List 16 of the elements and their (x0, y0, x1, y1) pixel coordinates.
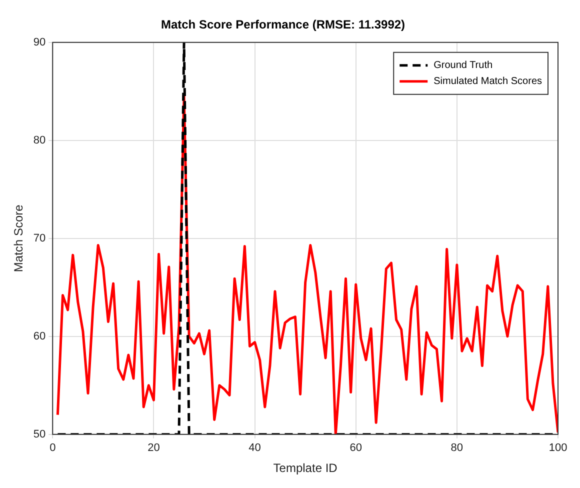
y-tick-label: 70 (33, 232, 46, 244)
x-axis-title: Template ID (273, 461, 338, 476)
y-tick-label: 90 (33, 36, 46, 48)
x-tick-label: 100 (548, 442, 568, 454)
y-tick-label: 80 (33, 134, 46, 146)
x-tick-label: 0 (50, 442, 56, 454)
chart-title: Match Score Performance (RMSE: 11.3992) (160, 18, 406, 32)
x-tick-label: 20 (148, 442, 160, 454)
y-tick-label: 60 (33, 330, 46, 342)
x-tick-label: 40 (248, 442, 261, 454)
x-tick-label: 60 (350, 442, 362, 454)
y-tick-label: 50 (33, 428, 46, 440)
legend-label: Ground Truth (434, 60, 493, 72)
y-axis-title: Match Score (12, 204, 26, 272)
x-tick-label: 80 (450, 442, 464, 454)
legend-label: Simulated Match Scores (434, 76, 542, 88)
